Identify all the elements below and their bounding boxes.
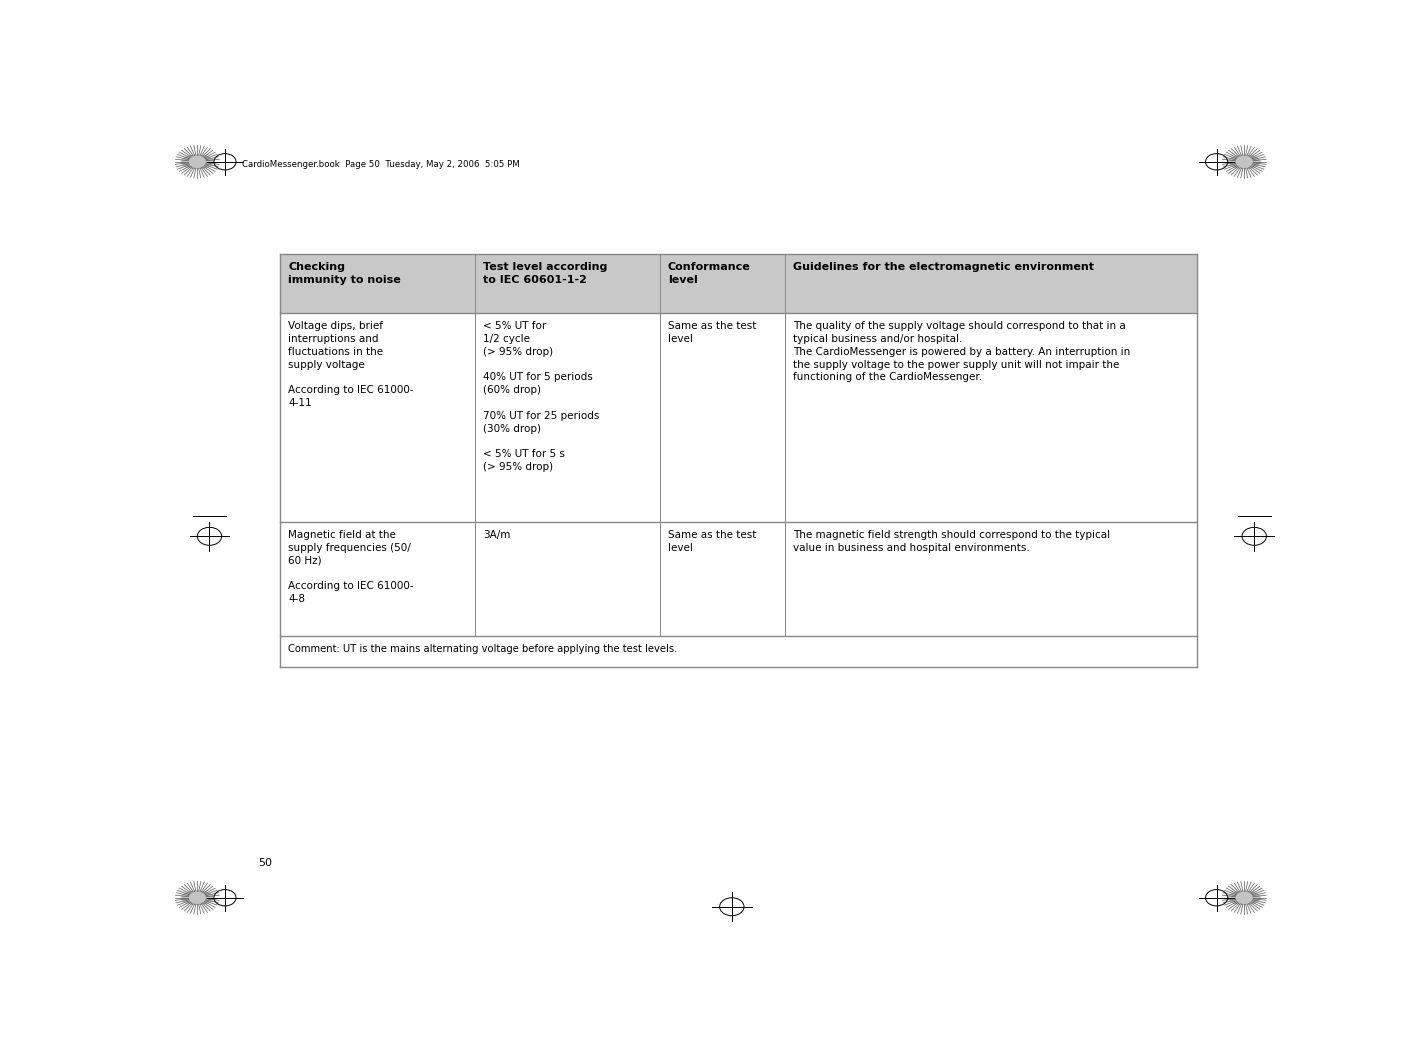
Text: Same as the test
level: Same as the test level	[668, 530, 755, 552]
Ellipse shape	[1228, 890, 1261, 905]
Text: Conformance
level: Conformance level	[668, 262, 750, 286]
Text: Voltage dips, brief
interruptions and
fluctuations in the
supply voltage

Accord: Voltage dips, brief interruptions and fl…	[288, 321, 414, 408]
Text: < 5% UT for
1/2 cycle
(> 95% drop)

40% UT for 5 periods
(60% drop)

70% UT for : < 5% UT for 1/2 cycle (> 95% drop) 40% U…	[483, 321, 600, 472]
Text: Test level according
to IEC 60601-1-2: Test level according to IEC 60601-1-2	[483, 262, 607, 286]
Ellipse shape	[1228, 154, 1261, 169]
Ellipse shape	[181, 154, 214, 169]
Text: The quality of the supply voltage should correspond to that in a
typical busines: The quality of the supply voltage should…	[793, 321, 1130, 382]
Text: Same as the test
level: Same as the test level	[668, 321, 755, 344]
Text: CardioMessenger.book  Page 50  Tuesday, May 2, 2006  5:05 PM: CardioMessenger.book Page 50 Tuesday, Ma…	[241, 159, 520, 169]
Text: Guidelines for the electromagnetic environment: Guidelines for the electromagnetic envir…	[793, 262, 1094, 272]
Text: Checking
immunity to noise: Checking immunity to noise	[288, 262, 401, 286]
Text: The magnetic field strength should correspond to the typical
value in business a: The magnetic field strength should corre…	[793, 530, 1110, 552]
Ellipse shape	[181, 890, 214, 905]
Text: Comment: UT is the mains alternating voltage before applying the test levels.: Comment: UT is the mains alternating vol…	[288, 645, 677, 654]
Bar	[280, 636, 1197, 667]
Bar	[280, 521, 1197, 636]
Text: Magnetic field at the
supply frequencies (50/
60 Hz)

According to IEC 61000-
4-: Magnetic field at the supply frequencies…	[288, 530, 414, 604]
Text: 3A/m: 3A/m	[483, 530, 510, 539]
Text: 50: 50	[258, 858, 273, 869]
Bar	[280, 313, 1197, 521]
Bar	[280, 254, 1197, 313]
